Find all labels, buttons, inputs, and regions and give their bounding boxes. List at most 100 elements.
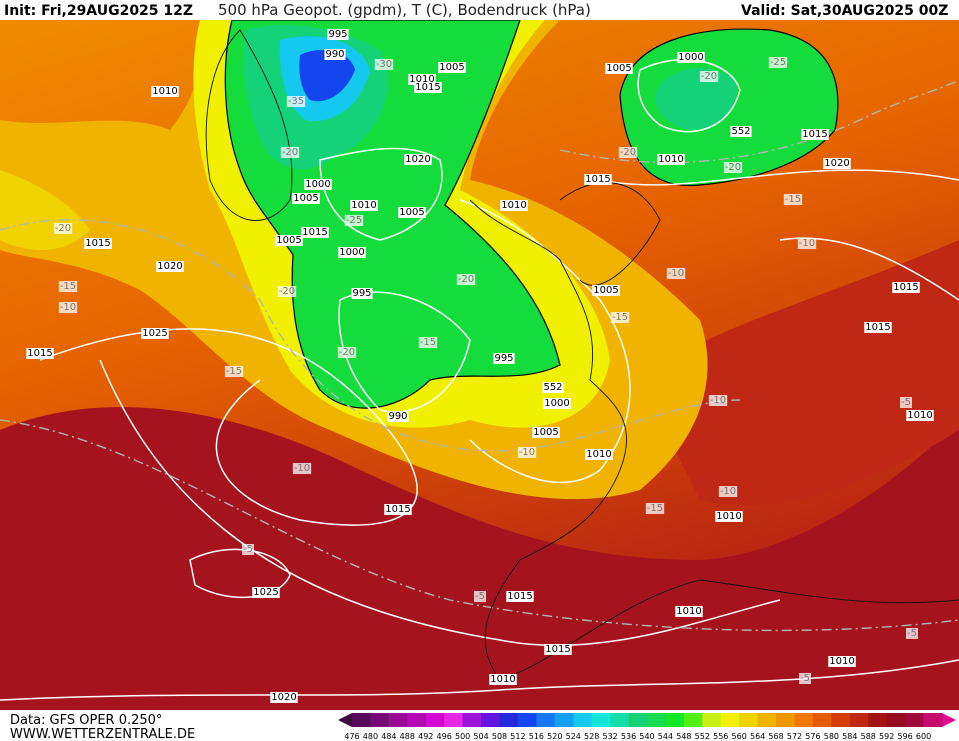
label-box bbox=[286, 96, 306, 107]
label-box bbox=[801, 129, 829, 140]
temperature-label: -10 bbox=[710, 395, 726, 406]
colorbar-swatch bbox=[370, 713, 390, 727]
colorbar-arrow bbox=[338, 713, 352, 727]
isobar bbox=[99, 359, 781, 647]
map-label: -20 bbox=[53, 223, 73, 234]
pressure-label: 552 bbox=[731, 126, 750, 137]
temperature-label: -35 bbox=[288, 96, 304, 107]
temperature-label: -15 bbox=[420, 337, 436, 348]
isobar bbox=[599, 169, 959, 186]
pressure-label: 1005 bbox=[606, 63, 631, 74]
map-label: -15 bbox=[58, 281, 78, 292]
pressure-label: 995 bbox=[328, 29, 347, 40]
coastline bbox=[205, 29, 293, 221]
temperature-label: -20 bbox=[279, 286, 295, 297]
label-box bbox=[828, 656, 856, 667]
colorbar-swatch bbox=[388, 713, 408, 727]
temperature-label: -15 bbox=[60, 281, 76, 292]
temperature-label: -20 bbox=[458, 274, 474, 285]
map-label: -30 bbox=[374, 59, 394, 70]
colorbar-swatch bbox=[886, 713, 906, 727]
map-label: 1005 bbox=[532, 427, 560, 438]
colorbar-label: 576 bbox=[805, 732, 820, 741]
colorbar-swatch bbox=[481, 713, 500, 727]
colorbar-swatch bbox=[665, 713, 685, 727]
colorbar-swatch bbox=[720, 713, 740, 727]
label-box bbox=[324, 49, 346, 60]
temperature-label: -15 bbox=[226, 366, 242, 377]
pressure-label: 1015 bbox=[865, 322, 890, 333]
colorbar-label: 548 bbox=[676, 732, 691, 741]
label-box bbox=[337, 347, 357, 358]
map-label: 1015 bbox=[892, 282, 920, 293]
colorbar-label: 580 bbox=[824, 732, 839, 741]
pressure-label: 1010 bbox=[658, 154, 683, 165]
map-label: -35 bbox=[286, 96, 306, 107]
map-label: 1015 bbox=[544, 644, 572, 655]
pressure-label: 1010 bbox=[676, 606, 701, 617]
label-box bbox=[506, 591, 534, 602]
map-label: -20 bbox=[456, 274, 476, 285]
map-label: -5 bbox=[906, 628, 918, 639]
label-box bbox=[708, 395, 728, 406]
pressure-label: 1000 bbox=[339, 247, 364, 258]
map-label: -20 bbox=[280, 147, 300, 158]
temperature-label: -5 bbox=[475, 591, 485, 602]
label-box bbox=[350, 200, 378, 211]
map-label: -5 bbox=[474, 591, 486, 602]
map-title: 500 hPa Geopot. (gpdm), T (C), Bodendruc… bbox=[218, 1, 591, 19]
label-box bbox=[156, 261, 184, 272]
temperature-label: -5 bbox=[901, 397, 911, 408]
label-box bbox=[224, 366, 244, 377]
isobar bbox=[338, 291, 471, 413]
pressure-label: 990 bbox=[388, 411, 407, 422]
map-label: 1010 bbox=[408, 74, 436, 85]
colorbar-label: 512 bbox=[510, 732, 525, 741]
colorbar-label: 500 bbox=[455, 732, 470, 741]
temperature-label: -10 bbox=[519, 447, 535, 458]
pressure-label: 1010 bbox=[501, 200, 526, 211]
map-label: -15 bbox=[783, 194, 803, 205]
temperature-label: -15 bbox=[785, 194, 801, 205]
label-box bbox=[304, 179, 332, 190]
label-box bbox=[408, 74, 436, 85]
colorbar-label: 476 bbox=[344, 732, 359, 741]
map-label: 995 bbox=[327, 29, 349, 40]
map-label: 1015 bbox=[864, 322, 892, 333]
label-box bbox=[398, 207, 426, 218]
colorbar-swatch bbox=[647, 713, 666, 727]
label-box bbox=[242, 544, 254, 555]
label-box bbox=[645, 503, 665, 514]
temperature-label: -10 bbox=[60, 302, 76, 313]
colorbar-label: 520 bbox=[547, 732, 562, 741]
pressure-label: 1015 bbox=[385, 504, 410, 515]
colorbar-label: 540 bbox=[639, 732, 654, 741]
label-box bbox=[823, 158, 851, 169]
colorbar-label: 600 bbox=[916, 732, 931, 741]
map-label: 1005 bbox=[275, 235, 303, 246]
colorbar-swatch bbox=[905, 713, 925, 727]
pressure-label: 1010 bbox=[409, 74, 434, 85]
temperature-label: -10 bbox=[720, 486, 736, 497]
pressure-label: 1020 bbox=[824, 158, 849, 169]
label-box bbox=[418, 337, 438, 348]
map-label: 1005 bbox=[605, 63, 633, 74]
pressure-label: 1015 bbox=[415, 82, 440, 93]
label-box bbox=[906, 628, 918, 639]
pressure-label: 1010 bbox=[907, 410, 932, 421]
colorbar-swatch bbox=[554, 713, 574, 727]
colorbar-label: 488 bbox=[400, 732, 415, 741]
pressure-label: 1020 bbox=[157, 261, 182, 272]
colorbar-swatch bbox=[868, 713, 888, 727]
cold-core bbox=[299, 50, 355, 102]
colorbar-swatch bbox=[425, 713, 445, 727]
colorbar-arrow bbox=[942, 713, 956, 727]
isobar bbox=[459, 199, 631, 484]
label-box bbox=[277, 286, 297, 297]
label-box bbox=[84, 238, 112, 249]
map-label: 1000 bbox=[677, 52, 705, 63]
colorbar-swatch bbox=[610, 713, 630, 727]
map-label: 1015 bbox=[384, 504, 412, 515]
pressure-label: 1005 bbox=[293, 193, 318, 204]
